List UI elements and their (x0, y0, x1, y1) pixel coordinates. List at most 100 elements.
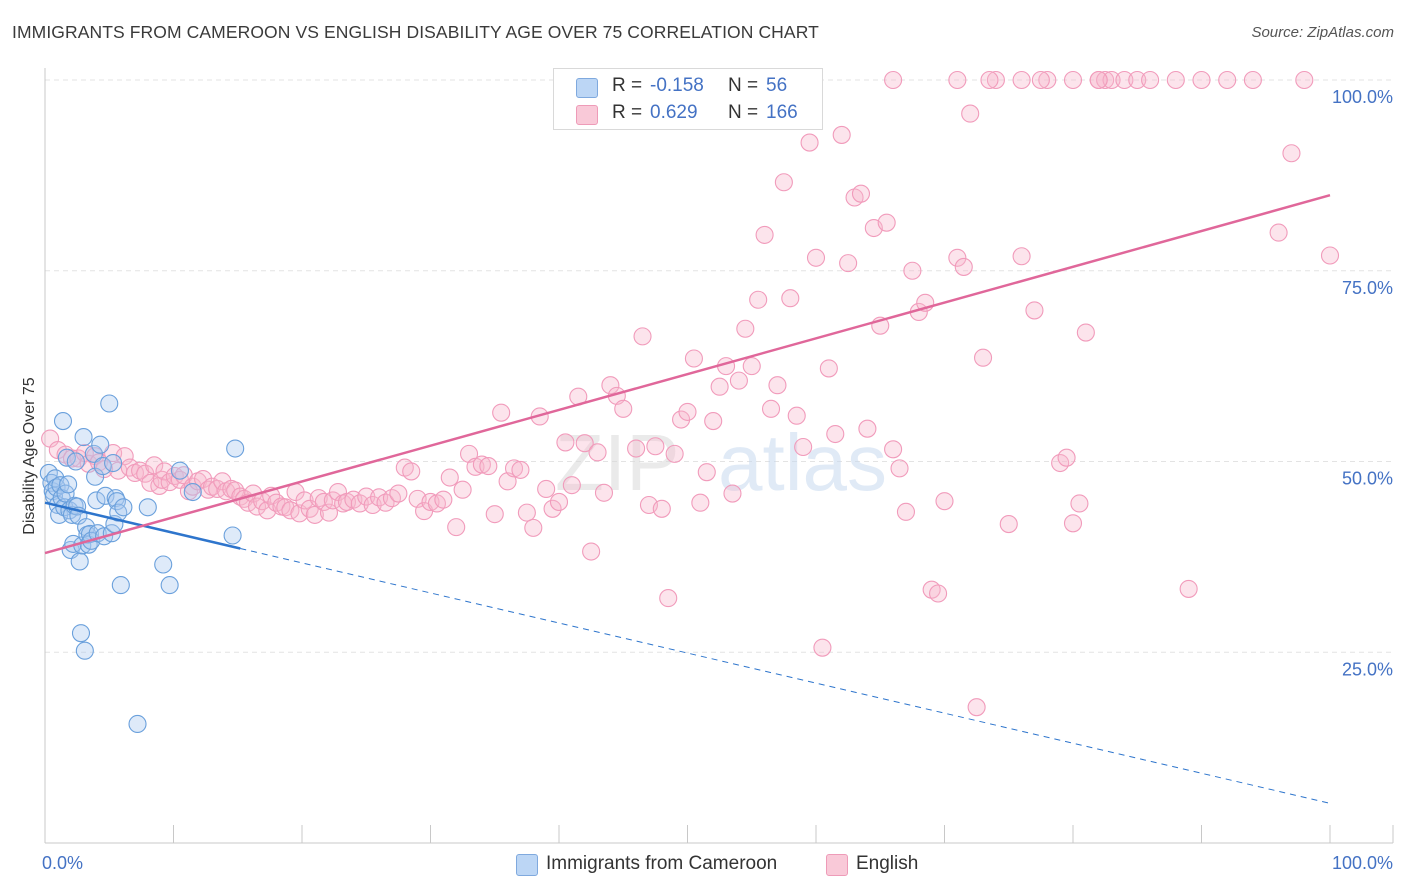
english-point (562, 476, 581, 495)
cameroon-point (128, 714, 147, 734)
english-point (954, 257, 973, 276)
english-point (447, 518, 466, 537)
english-point (504, 459, 524, 478)
x-tick-label: 0.0% (42, 853, 83, 873)
english-point (832, 125, 851, 144)
english-point (659, 589, 678, 608)
english-points (41, 70, 1340, 717)
cameroon-point (100, 394, 119, 413)
english-point (1096, 70, 1115, 90)
english-point (145, 456, 164, 475)
english-point (800, 133, 819, 152)
english-point (1089, 70, 1108, 90)
english-point (973, 348, 993, 367)
source-label: Source: ZipAtlas.com (1251, 24, 1394, 41)
english-point (826, 424, 845, 444)
english-point (890, 459, 909, 478)
cameroon-point (57, 448, 76, 467)
english-trend-line (44, 194, 1331, 555)
english-point (1243, 70, 1262, 90)
english-point (929, 584, 948, 603)
english-point (104, 444, 123, 463)
english-point (787, 406, 806, 425)
english-point (723, 484, 742, 503)
y-tick-label: 25.0% (1342, 659, 1393, 679)
english-point (813, 638, 832, 657)
english-point (594, 483, 614, 502)
y-tick-label: 50.0% (1342, 469, 1393, 489)
watermark-atlas: atlas (718, 418, 887, 507)
y-tick-label: 100.0% (1332, 87, 1393, 107)
cameroon-point (226, 439, 245, 458)
cameroon-swatch (576, 78, 598, 98)
english-point (183, 477, 202, 496)
english-point (131, 461, 150, 480)
english-point (755, 225, 774, 244)
english-swatch (576, 105, 598, 125)
cameroon-point (106, 489, 125, 508)
english-point (1031, 70, 1050, 90)
english-point (1128, 70, 1147, 90)
cameroon-point (111, 576, 130, 595)
english-point (1115, 70, 1134, 90)
r-label: R = (612, 102, 643, 123)
english-point (858, 419, 877, 438)
english-point (935, 492, 954, 511)
english-point (549, 492, 569, 511)
english-point (479, 457, 498, 476)
english-point (1025, 301, 1044, 320)
y-axis-title: Disability Age Over 75 (21, 377, 38, 535)
english-point (948, 248, 967, 267)
english-legend-swatch (826, 854, 848, 876)
cameroon-point (223, 526, 242, 545)
cameroon-point (70, 552, 89, 571)
cameroon-points (39, 394, 245, 734)
english-point (851, 184, 871, 203)
english-point (986, 70, 1005, 90)
cameroon-point (75, 641, 94, 660)
english-point (1269, 223, 1288, 242)
cameroon-point (154, 555, 173, 574)
r-label: R = (612, 75, 643, 96)
english-point (115, 447, 134, 466)
english-point (839, 254, 858, 273)
chart-title: IMMIGRANTS FROM CAMEROON VS ENGLISH DISA… (12, 22, 819, 42)
english-point (314, 492, 333, 511)
english-point (768, 376, 787, 395)
cameroon-point (170, 461, 189, 480)
english-point (1102, 70, 1121, 90)
english-point (684, 349, 703, 368)
english-point (1166, 70, 1185, 90)
english-point (517, 503, 536, 522)
english-point (999, 515, 1018, 534)
series-legend: Immigrants from Cameroon English (0, 852, 1406, 878)
cameroon-point (87, 491, 106, 510)
english-point (884, 70, 903, 90)
english-point (328, 482, 348, 502)
x-tick-label: 100.0% (1332, 853, 1393, 873)
english-point (672, 410, 691, 429)
english-point (524, 518, 543, 537)
english-point (736, 319, 755, 338)
cameroon-point (71, 624, 91, 643)
english-point (537, 479, 556, 499)
english-point (627, 439, 646, 458)
cameroon-legend-swatch (516, 854, 538, 876)
english-point (980, 70, 999, 90)
n-value: 56 (766, 75, 788, 96)
n-label: N = (728, 102, 759, 123)
english-point (652, 499, 671, 518)
english-point (697, 463, 716, 482)
english-point (704, 412, 723, 431)
english-point (1012, 70, 1031, 90)
english-point (575, 434, 594, 453)
english-point (402, 462, 421, 481)
english-point (556, 433, 575, 452)
cameroon-point (66, 452, 85, 471)
english-point (819, 359, 838, 378)
english-point (961, 104, 980, 123)
english-point (601, 376, 620, 395)
english-point (1295, 70, 1314, 90)
english-point (774, 173, 793, 192)
